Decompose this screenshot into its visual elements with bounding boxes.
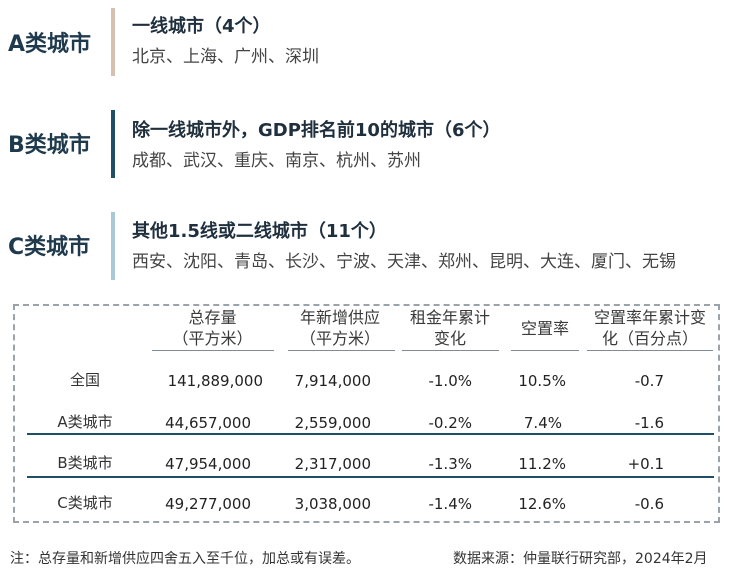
category-c-title: 其他1.5线或二线城市（11个） [132,221,387,242]
cell-supply: 7,914,000 [294,372,371,390]
header-vacancy-line1: 空置率 [520,319,569,338]
category-c-cities: 西安、沈阳、青岛、长沙、宁波、天津、郑州、昆明、大连、厦门、无锡 [132,252,676,272]
row-label: C类城市 [57,494,113,512]
category-b-label: B类城市 [8,133,91,158]
cell-stock: 47,954,000 [165,455,251,473]
category-c-label: C类城市 [8,235,91,260]
cell-rent: -1.4% [428,495,472,513]
cell-rent: -1.3% [428,455,472,473]
category-c-bar [111,212,115,280]
cell-rent: -0.2% [428,414,472,432]
row-label: A类城市 [57,413,113,431]
header-rent-line1: 租金年累计 [409,308,490,327]
footnote: 注：总存量和新增供应四舍五入至千位，加总或有误差。 [10,551,360,567]
header-stock-line1: 总存量 [188,308,237,327]
cell-rent: -1.0% [428,372,472,390]
category-a-cities: 北京、上海、广州、深圳 [132,47,319,67]
cell-supply: 3,038,000 [294,495,371,513]
category-b-bar [111,110,115,178]
data-table [13,304,720,523]
header-vacancy-change-line2: 化（百分点） [601,329,698,348]
cell-vacancy: 12.6% [518,495,566,513]
header-supply-line1: 年新增供应 [299,308,380,327]
header-rent-line2: 变化 [433,329,466,348]
cell-vacancy-change: -1.6 [634,414,664,432]
cell-vacancy-change: -0.7 [634,372,664,390]
category-b-title: 除一线城市外，GDP排名前10的城市（6个） [132,120,501,141]
header-rent: 租金年累计 变化 [400,307,500,349]
row-divider [27,433,714,435]
header-stock-underline [152,350,274,351]
cell-stock: 49,277,000 [165,495,251,513]
row-label: B类城市 [57,454,113,472]
cell-vacancy-change: -0.6 [634,495,664,513]
header-vacancy: 空置率 [510,318,580,339]
header-supply-line2: （平方米） [299,329,380,348]
header-rent-underline [402,350,499,351]
header-stock-line2: （平方米） [172,329,253,348]
category-b-cities: 成都、武汉、重庆、南京、杭州、苏州 [132,151,421,171]
cell-vacancy: 11.2% [518,455,566,473]
data-source: 数据来源：仲量联行研究部，2024年2月 [453,551,708,567]
row-label: 全国 [69,371,100,389]
category-a-bar [111,8,115,76]
header-vacancy-change: 空置率年累计变 化（百分点） [585,307,715,349]
cell-vacancy-change: +0.1 [627,455,664,473]
cell-stock: 141,889,000 [167,372,263,390]
cell-stock: 44,657,000 [165,414,251,432]
category-a-title: 一线城市（4个） [132,16,271,37]
header-supply-underline [288,350,395,351]
cell-supply: 2,317,000 [294,455,371,473]
header-vacancy-change-line1: 空置率年累计变 [593,308,706,327]
cell-vacancy: 10.5% [518,372,566,390]
row-divider [27,476,714,478]
category-a-label: A类城市 [8,32,92,57]
header-vacancy-change-underline [587,350,713,351]
header-supply: 年新增供应 （平方米） [285,307,395,349]
header-stock: 总存量 （平方米） [150,307,275,349]
header-vacancy-underline [511,350,579,351]
cell-supply: 2,559,000 [294,414,371,432]
cell-vacancy: 7.4% [523,414,562,432]
